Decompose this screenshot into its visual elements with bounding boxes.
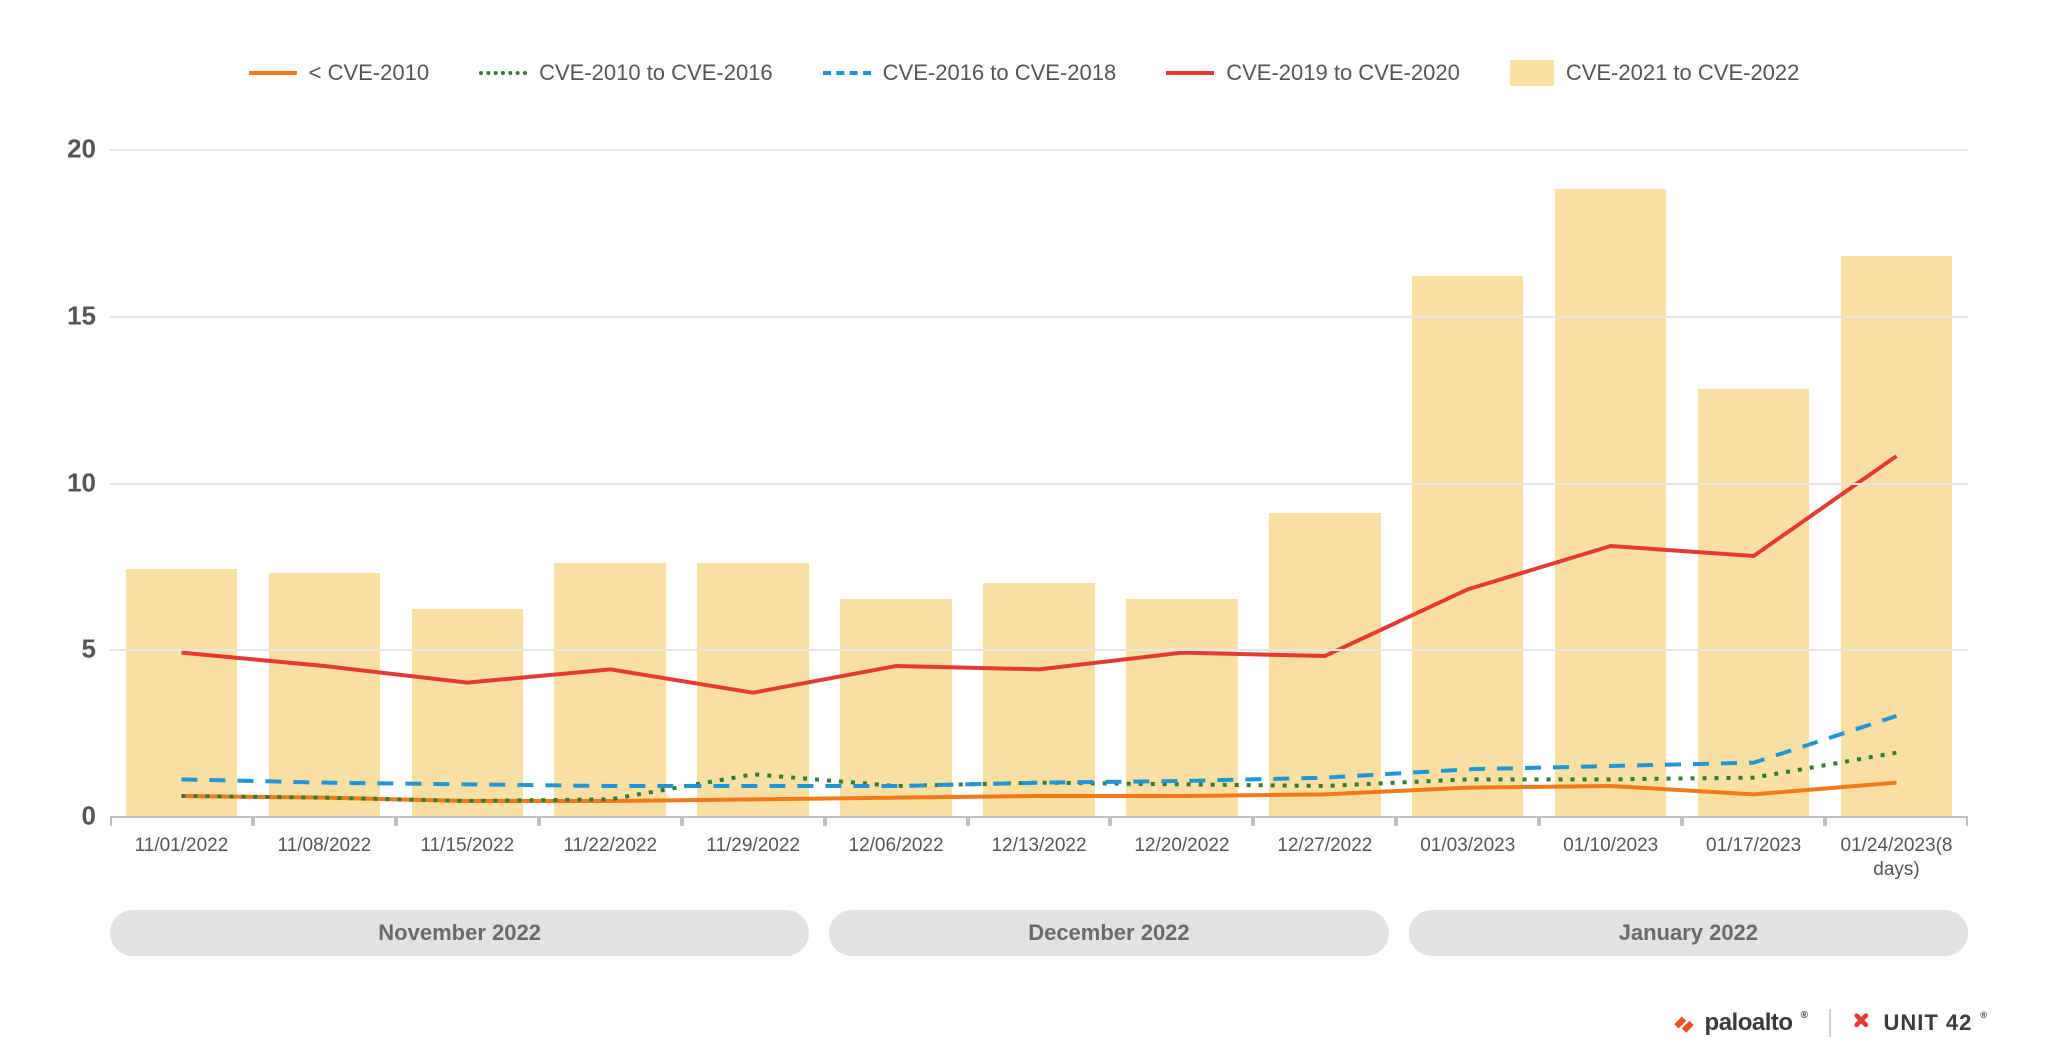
paloalto-text: paloalto	[1705, 1009, 1793, 1037]
month-group-pill: November 2022	[110, 910, 809, 956]
legend: < CVE-2010 CVE-2010 to CVE-2016 CVE-2016 t…	[40, 60, 2008, 86]
legend-label: CVE-2021 to CVE-2022	[1566, 60, 1800, 86]
legend-item: CVE-2016 to CVE-2018	[823, 60, 1117, 86]
x-tick-label: 11/15/2022	[396, 834, 539, 882]
series-line	[181, 716, 1896, 786]
x-tick-label: 12/06/2022	[825, 834, 968, 882]
legend-label: CVE-2010 to CVE-2016	[539, 60, 773, 86]
x-tick-label: 12/20/2022	[1110, 834, 1253, 882]
gridline	[110, 149, 1968, 151]
x-tick-label: 11/01/2022	[110, 834, 253, 882]
legend-swatch	[1166, 71, 1214, 75]
x-tick-label: 11/29/2022	[682, 834, 825, 882]
lines-layer	[110, 116, 1968, 816]
month-group-pill: January 2022	[1409, 910, 1968, 956]
x-tick-label: 11/08/2022	[253, 834, 396, 882]
legend-item: CVE-2021 to CVE-2022	[1510, 60, 1800, 86]
x-tick	[1682, 816, 1825, 826]
gridline	[110, 649, 1968, 651]
unit42-icon	[1853, 1012, 1875, 1034]
x-tick	[1825, 816, 1968, 826]
legend-swatch	[823, 71, 871, 75]
paloalto-icon	[1671, 1010, 1697, 1036]
x-axis: 11/01/202211/08/202211/15/202211/22/2022…	[110, 834, 1968, 882]
month-groups: November 2022 December 2022 January 2022	[110, 910, 1968, 956]
gridline	[110, 316, 1968, 318]
legend-label: < CVE-2010	[309, 60, 429, 86]
x-tick	[1253, 816, 1396, 826]
chart-container: < CVE-2010 CVE-2010 to CVE-2016 CVE-2016 t…	[0, 0, 2048, 1063]
x-tick-label: 01/17/2023	[1682, 834, 1825, 882]
x-tick	[539, 816, 682, 826]
x-tick	[396, 816, 539, 826]
x-tick-label: 01/24/2023(8days)	[1825, 834, 1968, 882]
y-tick-label: 10	[67, 467, 110, 498]
x-tick	[968, 816, 1111, 826]
legend-swatch	[479, 71, 527, 75]
y-tick-label: 15	[67, 301, 110, 332]
legend-label: CVE-2016 to CVE-2018	[883, 60, 1117, 86]
gridline	[110, 483, 1968, 485]
month-group-pill: December 2022	[829, 910, 1388, 956]
x-tick-label: 11/22/2022	[539, 834, 682, 882]
y-tick-label: 0	[82, 801, 110, 832]
legend-swatch	[1510, 60, 1554, 86]
plot-area: 05101520	[110, 116, 1968, 816]
y-tick-label: 5	[82, 634, 110, 665]
x-tick	[1110, 816, 1253, 826]
x-tick	[253, 816, 396, 826]
x-tick	[825, 816, 968, 826]
x-tick	[1396, 816, 1539, 826]
branding: paloalto® UNIT 42®	[1671, 1009, 1988, 1037]
brand-divider	[1829, 1009, 1831, 1037]
legend-label: CVE-2019 to CVE-2020	[1226, 60, 1460, 86]
legend-item: < CVE-2010	[249, 60, 429, 86]
x-tick-label: 01/03/2023	[1396, 834, 1539, 882]
x-tick-marks	[110, 816, 1968, 826]
series-line	[181, 456, 1896, 693]
plot	[110, 116, 1968, 816]
x-tick	[110, 816, 253, 826]
series-line	[181, 753, 1896, 801]
legend-item: CVE-2019 to CVE-2020	[1166, 60, 1460, 86]
x-tick-label: 12/27/2022	[1253, 834, 1396, 882]
x-tick-label: 12/13/2022	[968, 834, 1111, 882]
brand-paloalto: paloalto®	[1671, 1009, 1808, 1037]
brand-unit42: UNIT 42®	[1853, 1010, 1988, 1036]
x-tick-label: 01/10/2023	[1539, 834, 1682, 882]
x-tick	[682, 816, 825, 826]
y-tick-label: 20	[67, 134, 110, 165]
legend-swatch	[249, 71, 297, 75]
x-tick	[1539, 816, 1682, 826]
legend-item: CVE-2010 to CVE-2016	[479, 60, 773, 86]
unit42-text: UNIT 42	[1883, 1010, 1972, 1036]
